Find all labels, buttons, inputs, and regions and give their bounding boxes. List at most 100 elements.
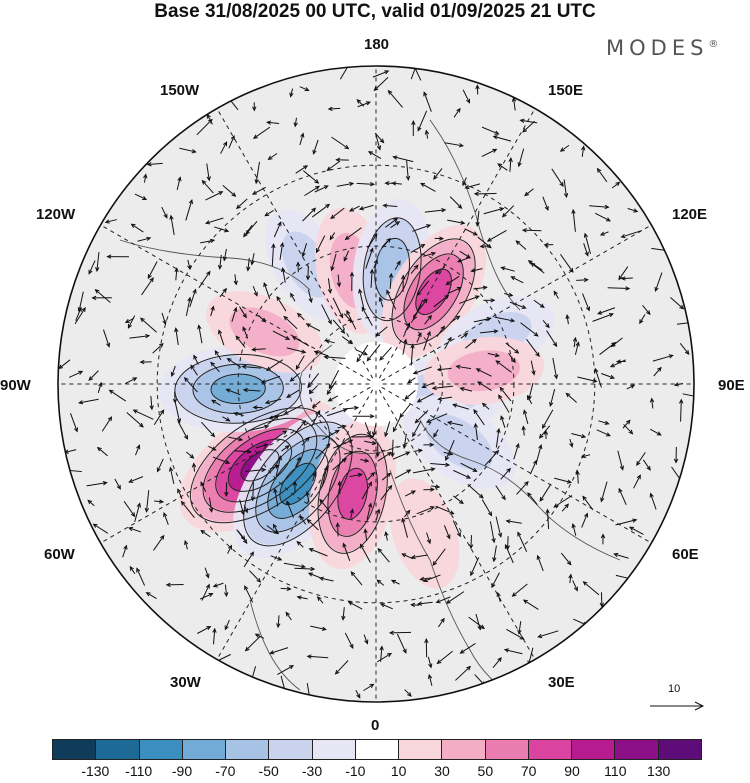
wind-arrow (239, 306, 247, 319)
wind-arrow (424, 314, 433, 325)
wind-vectors (58, 66, 694, 702)
wind-arrow (308, 385, 319, 395)
wind-arrow (244, 636, 261, 652)
wind-arrow (481, 126, 500, 135)
wind-arrow (96, 446, 108, 457)
colorbar-tick-label: 30 (434, 763, 450, 779)
wind-arrow (217, 329, 225, 346)
meridian (381, 224, 652, 382)
wind-arrow (296, 595, 308, 600)
wind-arrow (670, 297, 685, 310)
wind-arrow (483, 207, 505, 215)
wind-arrow (495, 485, 506, 501)
wind-arrow (369, 268, 375, 288)
wind-arrow (233, 274, 238, 286)
wind-arrow (285, 611, 292, 621)
wind-arrow (70, 413, 79, 433)
wind-arrow (569, 438, 574, 448)
wind-arrow (185, 198, 194, 221)
wind-arrow (410, 343, 415, 366)
wind-arrow (367, 233, 378, 249)
wind-arrow (233, 411, 244, 417)
wind-arrow (266, 525, 279, 535)
wind-arrow (264, 398, 282, 405)
wind-arrow (365, 247, 374, 269)
wind-arrow (129, 333, 151, 339)
wind-arrow (433, 429, 439, 438)
wind-arrow (436, 325, 445, 337)
lon-label-60e: 60E (672, 546, 699, 563)
wind-arrow (473, 422, 479, 441)
wind-arrow (134, 193, 148, 200)
wind-arrow (504, 543, 514, 564)
wind-arrow (315, 443, 331, 460)
wind-arrow (517, 531, 528, 552)
wind-arrow (653, 366, 662, 377)
wind-arrow (127, 315, 136, 329)
wind-arrow (481, 402, 490, 410)
wind-arrow (509, 301, 527, 309)
wind-arrow (306, 518, 319, 531)
wind-arrow (197, 324, 203, 344)
wind-arrow (559, 144, 570, 152)
wind-arrow (349, 472, 363, 478)
wind-arrow (308, 548, 328, 557)
wind-arrow (225, 388, 241, 396)
wind-arrow (477, 236, 492, 249)
wind-arrow (517, 148, 525, 168)
wind-arrow (542, 320, 550, 329)
wind-arrow (682, 393, 694, 398)
wind-arrow (156, 458, 164, 473)
wind-arrow (310, 625, 327, 631)
wind-arrow (607, 286, 631, 291)
wind-arrow (170, 365, 176, 378)
wind-arrow (571, 433, 587, 439)
wind-arrow (114, 478, 121, 490)
wind-arrow (190, 364, 198, 376)
wind-arrow (416, 601, 433, 606)
wind-arrow (382, 203, 398, 208)
wind-arrow (344, 227, 362, 241)
wind-arrow (416, 393, 434, 403)
wind-arrow (211, 399, 221, 406)
brand-mark: ® (708, 39, 719, 50)
wind-arrow (413, 448, 424, 453)
wind-arrow (272, 330, 291, 340)
wind-arrow (371, 423, 377, 437)
map-boundary (57, 65, 695, 703)
anomaly-neg-55e (403, 395, 516, 489)
wind-arrow (316, 596, 324, 604)
wind-arrow (335, 157, 349, 163)
wind-arrow (403, 509, 411, 518)
wind-arrow (404, 689, 412, 697)
colorbar-tick-label: 130 (646, 763, 671, 779)
wind-arrow (252, 405, 263, 410)
colorbar-swatch (53, 740, 97, 759)
wind-arrow (459, 386, 473, 392)
wind-arrow (341, 336, 353, 345)
wind-arrow (174, 402, 182, 424)
wind-arrow (235, 335, 246, 348)
wind-arrow (355, 349, 368, 356)
wind-arrow (301, 436, 310, 446)
wind-arrow (128, 476, 144, 483)
wind-arrow (283, 404, 303, 415)
wind-arrow (410, 554, 428, 560)
wind-arrow (199, 592, 214, 600)
wind-arrow (321, 304, 332, 325)
colorbar-tick-label: 110 (604, 763, 627, 779)
wind-arrow (642, 459, 651, 471)
wind-arrow (183, 377, 198, 393)
wind-arrow (222, 184, 237, 197)
wind-arrow (315, 235, 326, 254)
wind-arrow (361, 306, 373, 327)
wind-arrow (379, 603, 393, 610)
wind-arrow (416, 506, 435, 515)
wind-arrow (390, 221, 401, 229)
wind-arrow (620, 276, 633, 281)
wind-arrow (423, 251, 437, 257)
wind-arrow (204, 217, 224, 225)
wind-arrow (304, 185, 321, 197)
wind-arrow (366, 344, 381, 362)
wind-arrow (572, 336, 578, 348)
